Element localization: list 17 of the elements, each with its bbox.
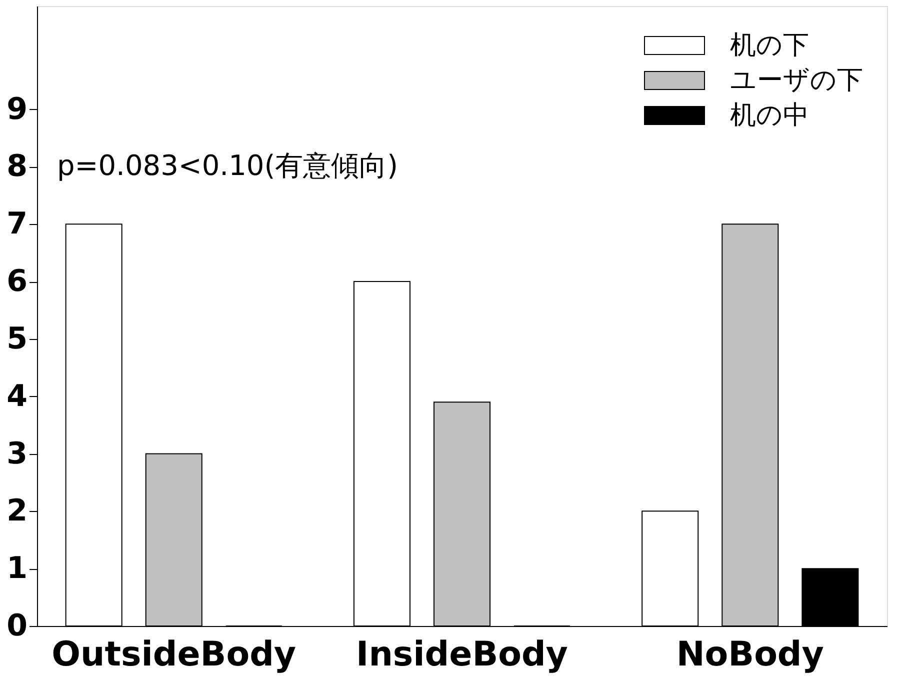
x-tick-label: NoBody <box>676 634 824 674</box>
y-tick-label: 0 <box>6 608 28 644</box>
y-tick-label: 7 <box>6 206 28 242</box>
y-tick-label: 1 <box>6 551 28 586</box>
y-tick-label: 2 <box>6 494 28 529</box>
x-tick-label: InsideBody <box>356 634 568 674</box>
y-tick-label: 3 <box>6 436 28 472</box>
x-tick-label: OutsideBody <box>52 634 296 674</box>
y-tick-label: 6 <box>6 264 28 300</box>
y-tick-label: 9 <box>6 92 28 127</box>
y-tick-label: 4 <box>6 378 28 414</box>
legend-label: 机の中 <box>730 100 809 130</box>
legend-label: 机の下 <box>730 30 809 60</box>
y-tick-label: 8 <box>6 149 28 184</box>
y-tick-label: 5 <box>6 321 28 356</box>
legend-label: ユーザの下 <box>730 66 863 96</box>
annotation: p=0.083<0.10(有意傾向) <box>57 149 398 182</box>
